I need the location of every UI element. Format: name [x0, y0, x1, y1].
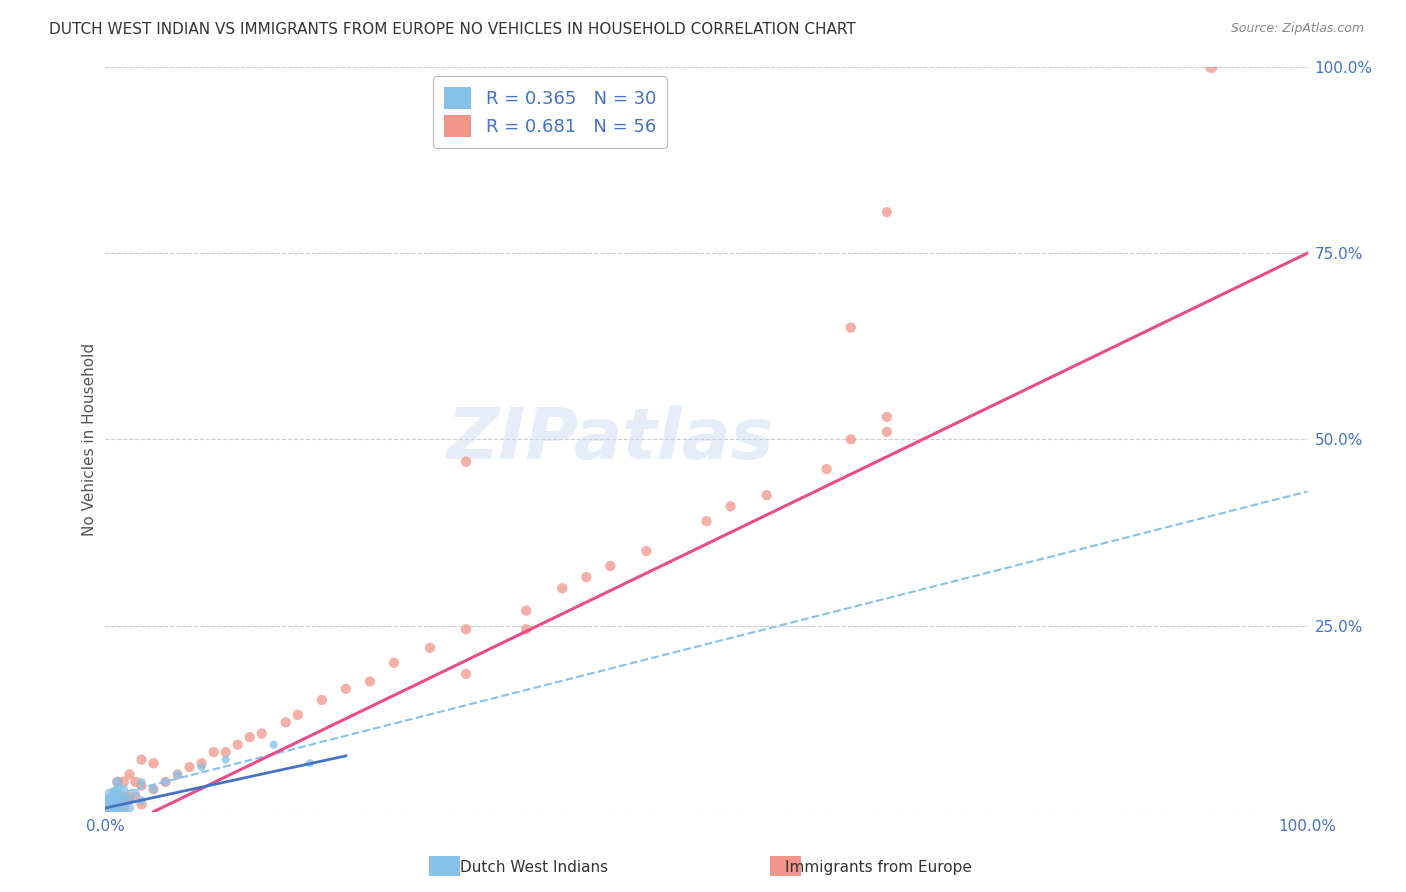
- Point: [112, 775, 135, 789]
- Point: [118, 793, 141, 807]
- Point: [103, 793, 125, 807]
- Point: [107, 782, 129, 797]
- Point: [142, 756, 165, 771]
- Point: [636, 544, 658, 558]
- Point: [115, 789, 138, 804]
- Point: [155, 775, 177, 789]
- Point: [98, 801, 121, 815]
- Point: [100, 797, 122, 812]
- Point: [515, 604, 537, 618]
- Point: [107, 775, 129, 789]
- Point: [115, 793, 138, 807]
- Point: [107, 801, 129, 815]
- Point: [131, 779, 153, 793]
- Point: [263, 738, 285, 752]
- Point: [107, 793, 129, 807]
- Point: [104, 801, 127, 815]
- Text: Source: ZipAtlas.com: Source: ZipAtlas.com: [1230, 22, 1364, 36]
- Point: [112, 789, 135, 804]
- Point: [876, 205, 898, 219]
- Point: [112, 782, 135, 797]
- Text: Dutch West Indians: Dutch West Indians: [460, 860, 609, 874]
- Point: [755, 488, 778, 502]
- Point: [515, 622, 537, 636]
- Point: [104, 801, 127, 815]
- Point: [131, 753, 153, 767]
- Legend: R = 0.365   N = 30, R = 0.681   N = 56: R = 0.365 N = 30, R = 0.681 N = 56: [433, 76, 666, 148]
- Point: [118, 801, 141, 815]
- Point: [382, 656, 405, 670]
- Point: [112, 793, 135, 807]
- Point: [131, 775, 153, 789]
- Point: [839, 320, 862, 334]
- Text: ZIPatlas: ZIPatlas: [447, 405, 775, 474]
- Point: [118, 789, 141, 804]
- Point: [131, 793, 153, 807]
- Point: [720, 500, 742, 514]
- Point: [166, 767, 188, 781]
- Point: [124, 786, 146, 800]
- Point: [108, 789, 131, 804]
- Point: [876, 409, 898, 424]
- Text: Immigrants from Europe: Immigrants from Europe: [786, 860, 972, 874]
- Point: [226, 738, 249, 752]
- Point: [1201, 60, 1223, 74]
- Point: [359, 674, 381, 689]
- Point: [124, 775, 146, 789]
- Point: [287, 707, 309, 722]
- Point: [454, 455, 477, 469]
- Point: [190, 760, 212, 774]
- Point: [839, 433, 862, 447]
- Point: [100, 789, 122, 804]
- Point: [551, 582, 574, 596]
- Point: [166, 767, 188, 781]
- Point: [214, 753, 236, 767]
- Point: [108, 793, 131, 807]
- Point: [311, 693, 333, 707]
- Point: [124, 789, 146, 804]
- Point: [214, 745, 236, 759]
- Point: [335, 681, 357, 696]
- Point: [599, 558, 621, 573]
- Point: [239, 730, 262, 744]
- Point: [100, 797, 122, 812]
- Point: [103, 789, 125, 804]
- Point: [876, 425, 898, 439]
- Point: [250, 726, 273, 740]
- Point: [179, 760, 201, 774]
- Point: [696, 514, 718, 528]
- Point: [105, 797, 128, 812]
- Y-axis label: No Vehicles in Household: No Vehicles in Household: [82, 343, 97, 536]
- Point: [108, 797, 131, 812]
- Point: [101, 801, 124, 815]
- Point: [104, 786, 127, 800]
- Point: [98, 801, 121, 815]
- Point: [107, 775, 129, 789]
- Point: [155, 775, 177, 789]
- Point: [454, 622, 477, 636]
- Point: [202, 745, 225, 759]
- Point: [112, 801, 135, 815]
- Point: [131, 797, 153, 812]
- Point: [142, 782, 165, 797]
- Text: DUTCH WEST INDIAN VS IMMIGRANTS FROM EUROPE NO VEHICLES IN HOUSEHOLD CORRELATION: DUTCH WEST INDIAN VS IMMIGRANTS FROM EUR…: [49, 22, 856, 37]
- Point: [575, 570, 598, 584]
- Point: [118, 767, 141, 781]
- Point: [298, 756, 321, 771]
- Point: [112, 801, 135, 815]
- Point: [274, 715, 297, 730]
- Point: [419, 640, 441, 655]
- Point: [107, 789, 129, 804]
- Point: [190, 756, 212, 771]
- Point: [105, 797, 128, 812]
- Point: [815, 462, 838, 476]
- Point: [142, 782, 165, 797]
- Point: [454, 667, 477, 681]
